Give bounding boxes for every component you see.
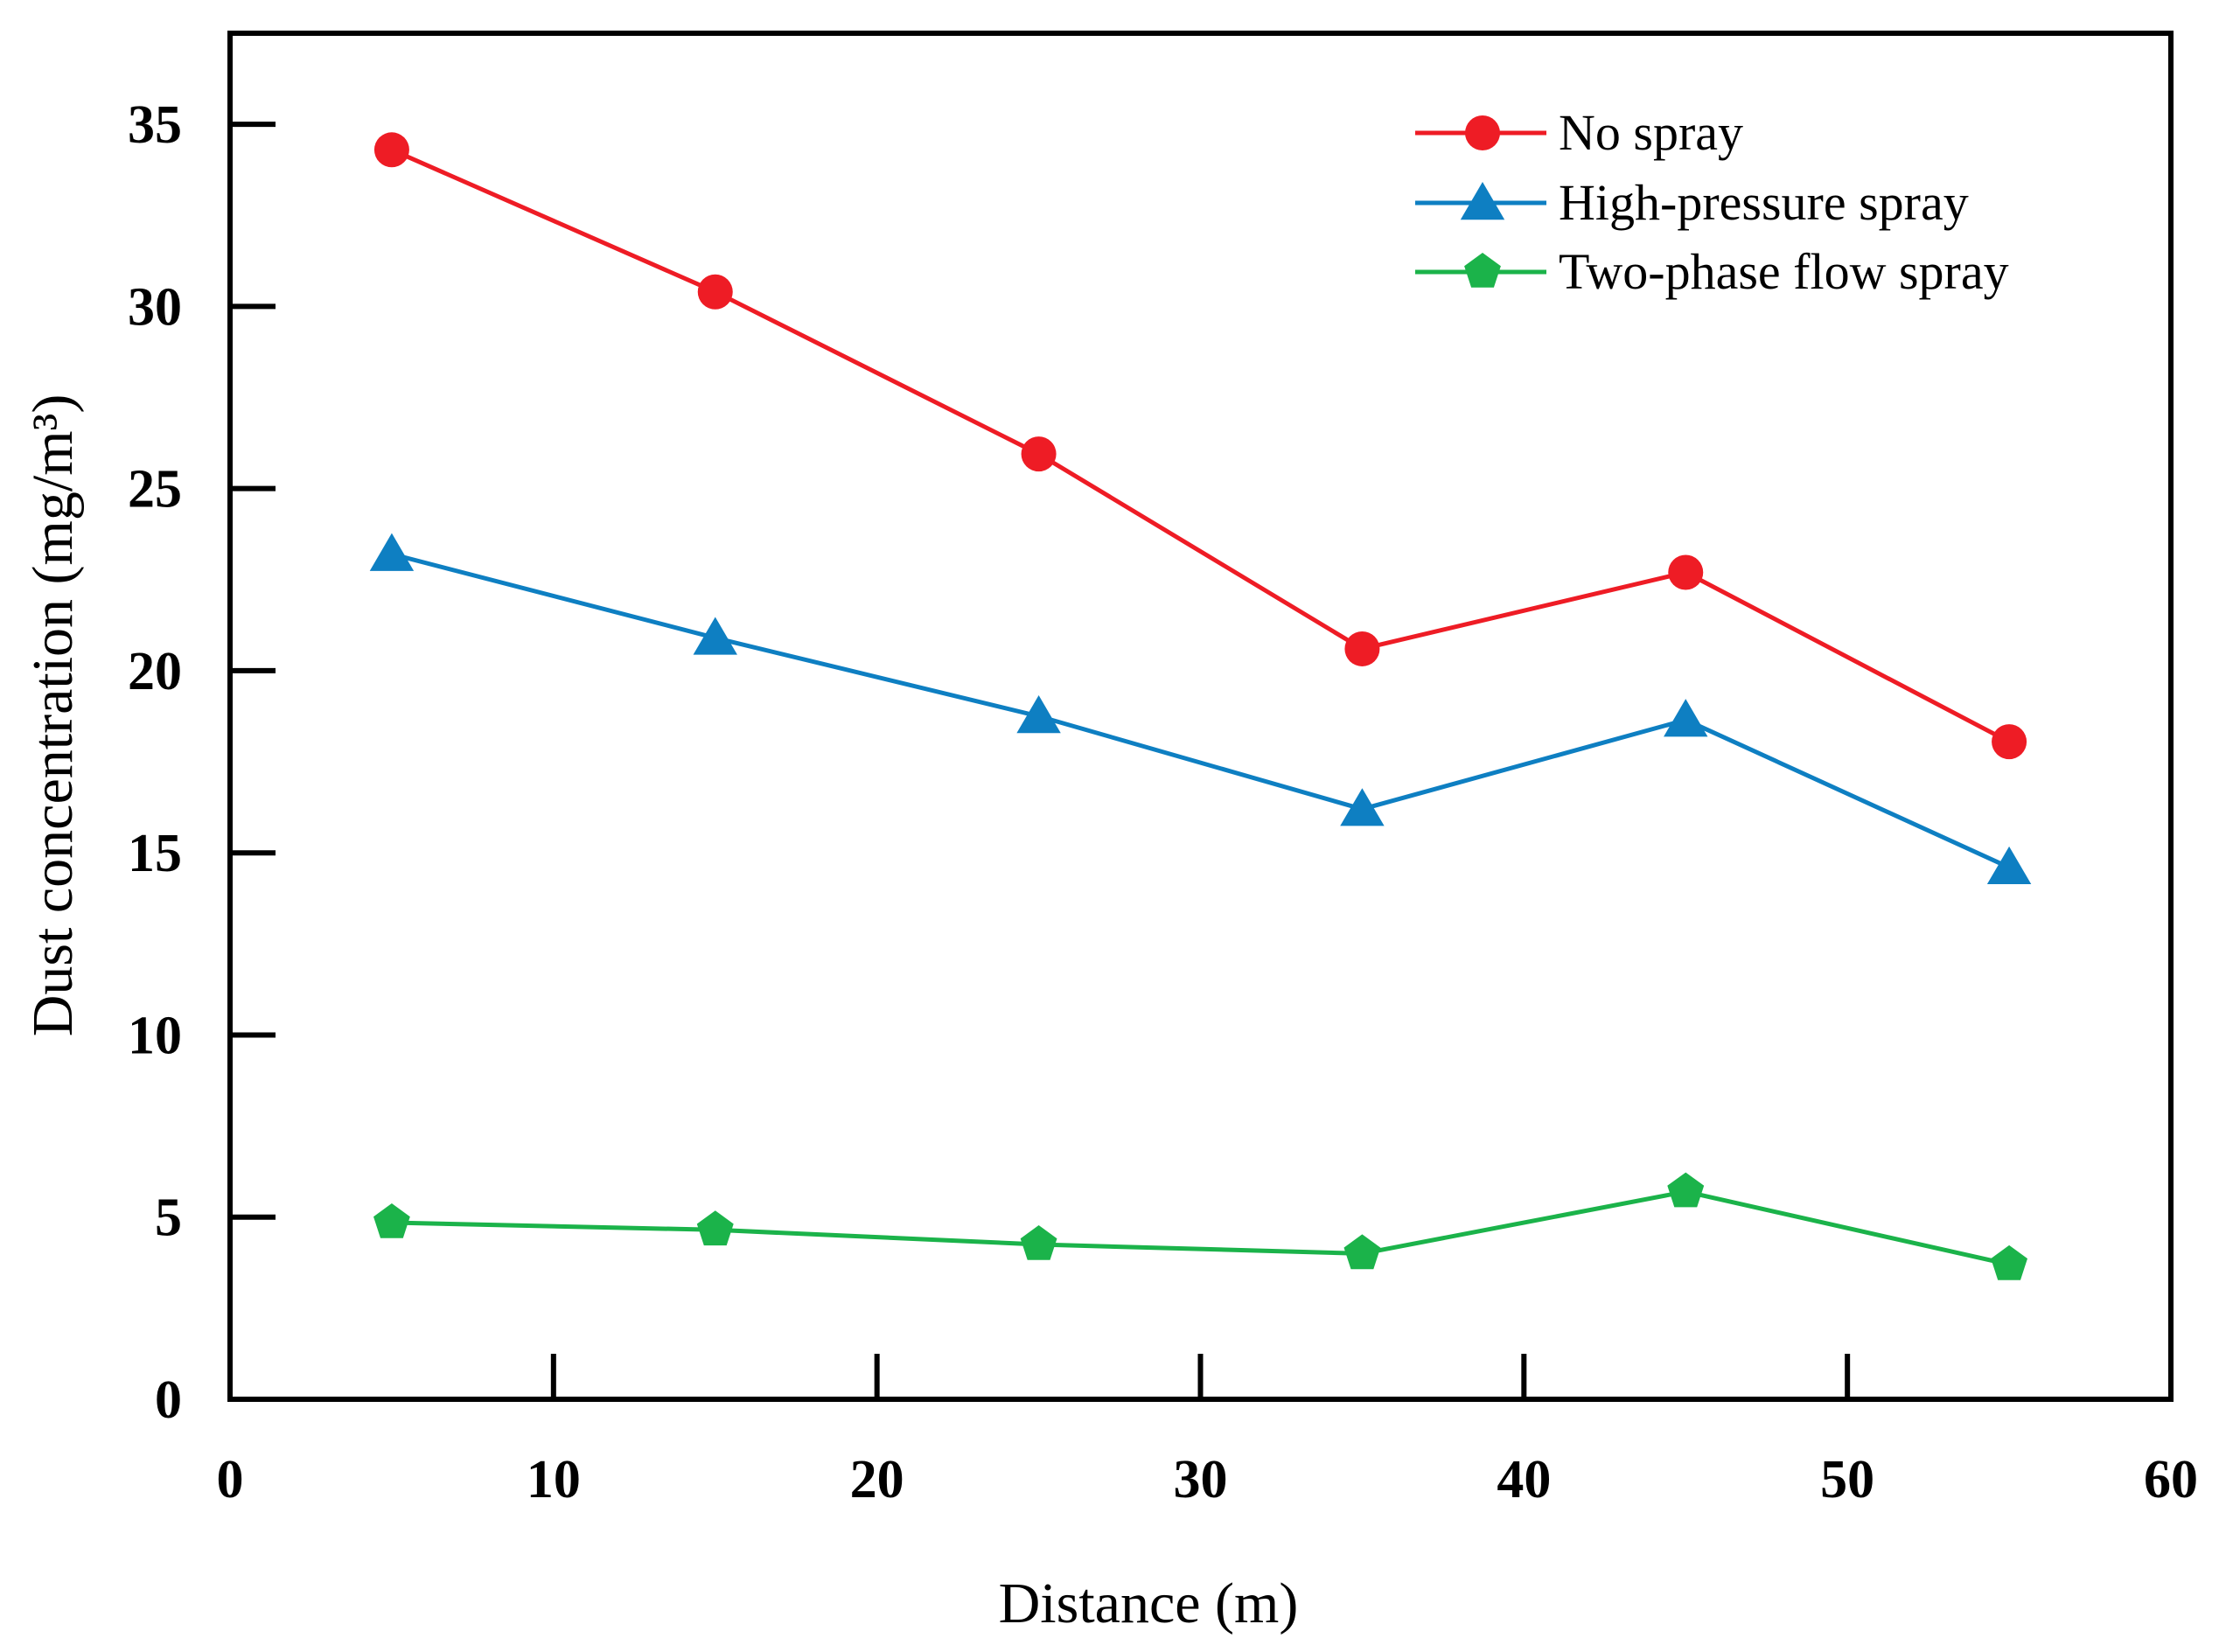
legend-marker bbox=[1460, 182, 1505, 220]
y-axis-title: Dust concentration (mg/m³) bbox=[21, 394, 85, 1037]
data-point bbox=[1340, 788, 1385, 826]
x-axis-title: Distance (m) bbox=[999, 1572, 1299, 1635]
data-point bbox=[696, 1210, 734, 1246]
x-axis-ticks bbox=[550, 1354, 1851, 1399]
data-point bbox=[1664, 699, 1708, 737]
y-tick-label: 15 bbox=[128, 824, 182, 883]
data-point bbox=[373, 1203, 410, 1238]
series-two-phase-flow-spray bbox=[373, 1172, 2027, 1280]
y-axis-ticks bbox=[230, 122, 276, 1220]
series-layer bbox=[369, 132, 2032, 1280]
data-point bbox=[373, 132, 409, 168]
y-axis-tick-labels: 0 5 10 15 20 25 30 35 bbox=[128, 95, 182, 1430]
legend-label: High-pressure spray bbox=[1559, 174, 1969, 231]
legend-item: Two-phase flow spray bbox=[1415, 243, 2009, 300]
y-tick-label: 25 bbox=[128, 460, 182, 519]
data-point bbox=[1986, 846, 2032, 885]
data-point bbox=[1992, 724, 2027, 760]
legend-marker bbox=[1465, 115, 1500, 150]
data-point bbox=[693, 617, 737, 655]
x-tick-label: 10 bbox=[527, 1450, 581, 1509]
series-line bbox=[390, 148, 2011, 744]
data-point bbox=[1016, 695, 1061, 734]
data-point bbox=[1344, 631, 1380, 666]
x-tick-label: 20 bbox=[850, 1450, 904, 1509]
y-tick-label: 0 bbox=[155, 1370, 182, 1430]
data-point bbox=[1021, 436, 1057, 472]
x-axis-tick-labels: 0 10 20 30 40 50 60 bbox=[217, 1450, 2199, 1509]
x-tick-label: 0 bbox=[217, 1450, 244, 1509]
x-tick-label: 60 bbox=[2144, 1450, 2198, 1509]
series-high-pressure-spray bbox=[369, 533, 2032, 885]
x-tick-label: 30 bbox=[1174, 1450, 1228, 1509]
data-point bbox=[1667, 1172, 1705, 1208]
legend-item: High-pressure spray bbox=[1415, 174, 1969, 231]
series-no-spray bbox=[373, 132, 2027, 760]
legend-label: No spray bbox=[1559, 104, 1743, 161]
y-tick-label: 10 bbox=[128, 1006, 182, 1065]
y-tick-label: 5 bbox=[155, 1188, 182, 1248]
legend-marker bbox=[1464, 253, 1501, 288]
y-tick-label: 35 bbox=[128, 95, 182, 155]
data-point bbox=[1343, 1234, 1381, 1270]
data-point bbox=[369, 533, 415, 571]
data-point bbox=[697, 274, 733, 310]
x-tick-label: 50 bbox=[1820, 1450, 1874, 1509]
data-point bbox=[1991, 1244, 2027, 1280]
legend-label: Two-phase flow spray bbox=[1559, 243, 2009, 300]
series-line bbox=[391, 552, 2011, 870]
data-point bbox=[1668, 554, 1704, 590]
data-point bbox=[1020, 1225, 1057, 1260]
y-tick-label: 20 bbox=[128, 642, 182, 701]
y-tick-label: 30 bbox=[128, 277, 182, 337]
x-tick-label: 40 bbox=[1497, 1450, 1551, 1509]
series-line bbox=[391, 1189, 2010, 1267]
legend-item: No spray bbox=[1415, 104, 1743, 161]
legend: No spray High-pressure spray Two-phase flo… bbox=[1415, 104, 2009, 300]
